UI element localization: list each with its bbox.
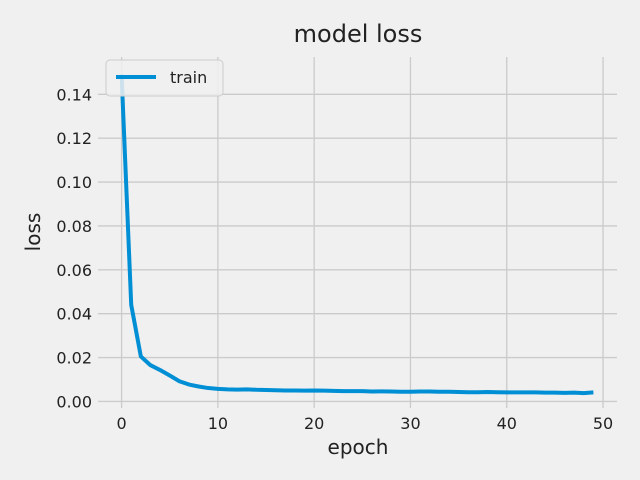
x-axis-label: epoch — [328, 435, 389, 459]
legend-label-train: train — [170, 68, 207, 87]
x-tick-label: 40 — [497, 414, 517, 433]
x-tick-label: 0 — [116, 414, 126, 433]
y-tick-label: 0.10 — [56, 173, 92, 192]
y-tick-label: 0.00 — [56, 392, 92, 411]
y-tick-label: 0.12 — [56, 129, 92, 148]
y-tick-label: 0.04 — [56, 305, 92, 324]
x-tick-label: 30 — [400, 414, 420, 433]
series-lines — [119, 74, 594, 396]
chart-title: model loss — [294, 20, 423, 48]
y-tick-label: 0.08 — [56, 217, 92, 236]
x-tick-label: 10 — [208, 414, 228, 433]
legend: train — [105, 59, 224, 97]
y-tick-label: 0.06 — [56, 261, 92, 280]
legend-box — [105, 59, 224, 97]
x-tick-label: 20 — [304, 414, 324, 433]
series-line-train — [119, 74, 594, 396]
y-tick-labels: 0.00 0.02 0.04 0.06 0.08 0.10 0.12 0.14 — [56, 85, 92, 411]
x-tick-labels: 0 10 20 30 40 50 — [116, 414, 613, 433]
y-axis-label: loss — [21, 213, 45, 252]
x-tick-label: 50 — [593, 414, 613, 433]
grid — [98, 57, 617, 408]
y-tick-label: 0.14 — [56, 85, 92, 104]
y-tick-label: 0.02 — [56, 349, 92, 368]
